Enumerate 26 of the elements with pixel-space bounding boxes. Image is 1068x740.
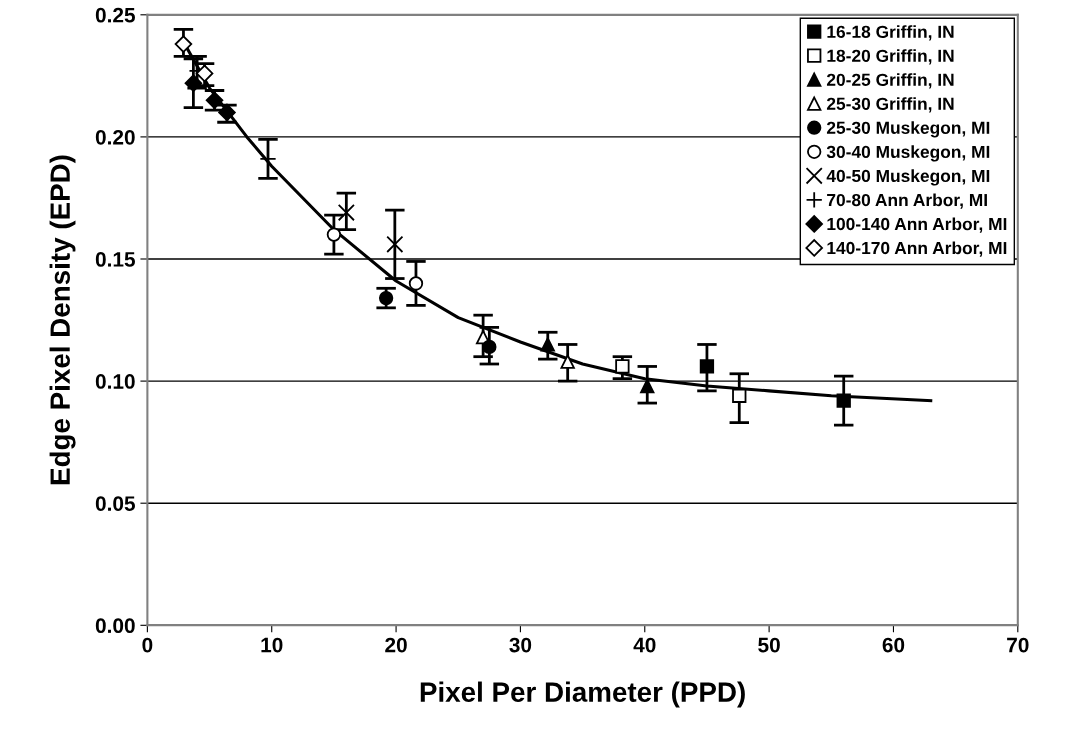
x-tick-label: 30 <box>509 637 532 653</box>
x-axis-title: Pixel Per Diameter (PPD) <box>420 681 745 708</box>
y-tick-label: 0.00 <box>95 618 135 634</box>
legend-label: 140-170 Ann Arbor, MI <box>827 241 1007 257</box>
y-tick-label: 0.05 <box>95 496 135 511</box>
legend-label: 20-25 Griffin, IN <box>826 73 954 89</box>
legend-label: 100-140 Ann Arbor, MI <box>827 217 1007 233</box>
x-tick-label: 60 <box>882 637 905 653</box>
y-tick-label: 0.25 <box>95 7 135 23</box>
legend-label: 25-30 Muskegon, MI <box>826 121 990 138</box>
y-tick-label: 0.15 <box>95 252 135 267</box>
y-tick-label: 0.10 <box>95 374 135 389</box>
x-tick-label: 40 <box>633 637 656 653</box>
y-axis-title: Edge Pixel Density (EPD) <box>49 155 76 485</box>
x-tick-label: 10 <box>261 637 283 653</box>
x-tick-label: 70 <box>1007 637 1029 653</box>
legend-label: 25-30 Griffin, IN <box>826 97 954 113</box>
y-tick-label: 0.20 <box>95 129 135 145</box>
x-tick-label: 0 <box>142 637 153 653</box>
legend-label: 70-80 Ann Arbor, MI <box>827 193 987 209</box>
x-tick-label: 50 <box>758 637 780 653</box>
legend-label: 40-50 Muskegon, MI <box>826 169 990 186</box>
legend-label: 16-18 Griffin, IN <box>827 25 954 41</box>
x-tick-label: 20 <box>385 637 407 653</box>
legend-label: 18-20 Griffin, IN <box>827 49 954 65</box>
legend-label: 30-40 Muskegon, MI <box>826 145 990 162</box>
